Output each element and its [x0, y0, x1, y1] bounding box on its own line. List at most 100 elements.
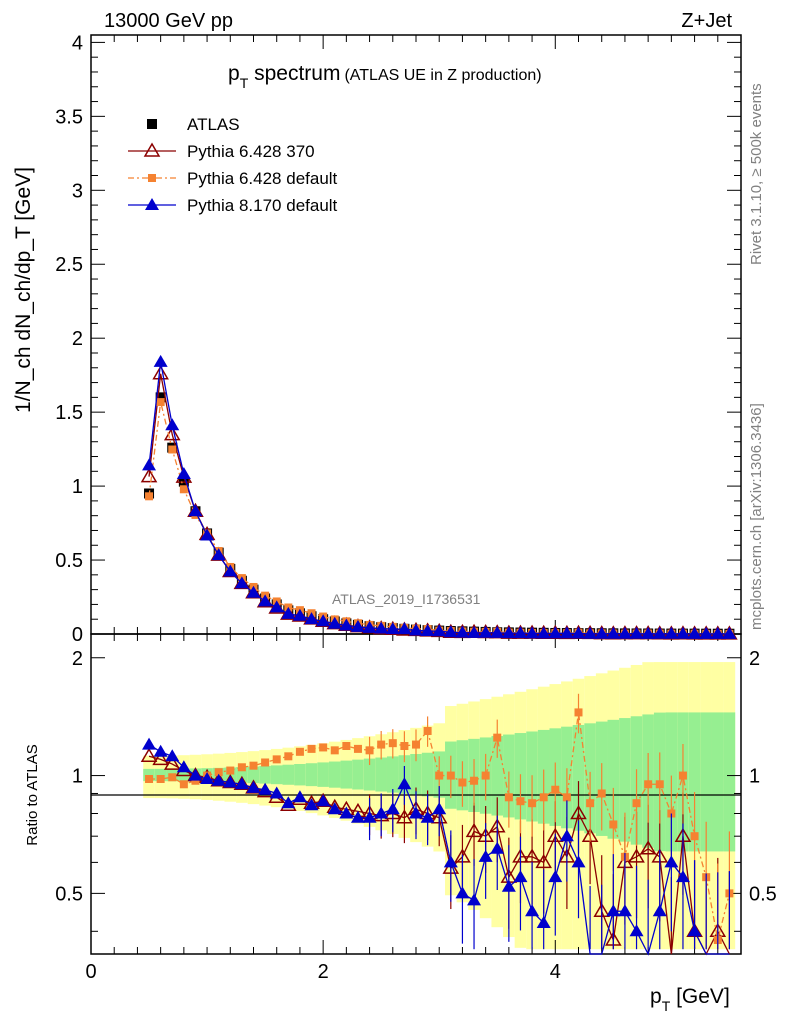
- ratio-point: [152, 750, 169, 766]
- ratio-point: [307, 744, 316, 753]
- main-ytick-label: 2: [72, 328, 83, 350]
- main-ytick-label: 4: [72, 32, 83, 54]
- main-point: [443, 625, 458, 638]
- band-inner: [410, 754, 422, 796]
- band-inner: [317, 762, 329, 787]
- ratio-point: [446, 771, 455, 780]
- ratio-point: [281, 796, 296, 809]
- main-point: [664, 626, 679, 639]
- ratio-point: [632, 799, 641, 808]
- ratio-point: [644, 780, 653, 789]
- ratio-ytick-label-left: 0.5: [55, 883, 83, 905]
- main-point: [699, 626, 714, 639]
- ratio-point: [304, 798, 319, 811]
- ratio-point: [629, 924, 644, 937]
- band-inner: [386, 756, 399, 793]
- main-point: [168, 445, 177, 454]
- ratio-point: [342, 742, 351, 750]
- ratio-point: [539, 793, 548, 802]
- main-point: [548, 626, 563, 639]
- x-axis-label: pT [GeV]: [650, 985, 730, 1014]
- main-point: [258, 594, 273, 607]
- ratio-point: [432, 802, 447, 815]
- ratio-point: [571, 855, 586, 868]
- header-process: Z+Jet: [681, 10, 732, 32]
- ratio-ytick-label-right: 1: [749, 766, 760, 788]
- main-ytick-label: 1: [72, 476, 83, 498]
- ratio-point: [690, 832, 699, 841]
- main-ytick-label: 3.5: [55, 106, 83, 128]
- main-point: [559, 626, 574, 639]
- ratio-ytick-label-left: 2: [72, 648, 83, 670]
- ratio-point: [350, 810, 365, 823]
- ratio-point: [353, 744, 362, 753]
- legend-marker: [148, 174, 156, 182]
- main-point: [525, 626, 540, 639]
- ratio-ylabel: Ratio to ATLAS: [24, 744, 41, 845]
- ratio-point: [176, 760, 191, 773]
- main-point: [385, 622, 400, 635]
- xtick-label: 0: [85, 961, 96, 983]
- ratio-point: [237, 763, 246, 772]
- main-point: [281, 606, 296, 619]
- main-point: [617, 626, 632, 639]
- main-point: [140, 468, 158, 483]
- main-point: [200, 528, 215, 541]
- ratio-point: [249, 761, 258, 770]
- ratio-point: [478, 849, 493, 862]
- ratio-point: [664, 855, 679, 868]
- ratio-point: [551, 785, 560, 794]
- main-point: [490, 625, 505, 638]
- main-point: [156, 398, 165, 407]
- band-inner: [154, 768, 167, 782]
- ratio-point: [470, 776, 479, 785]
- ratio-point: [652, 904, 667, 917]
- band-inner: [328, 761, 341, 788]
- ratio-point: [536, 916, 551, 929]
- ratio-point: [570, 805, 587, 820]
- ratio-point: [156, 774, 165, 783]
- main-point: [145, 492, 154, 501]
- band-inner: [607, 719, 620, 839]
- ratio-point: [675, 870, 690, 883]
- ratio-ytick-label-left: 1: [72, 766, 83, 788]
- band-inner: [236, 767, 248, 783]
- ratio-point: [223, 775, 238, 788]
- main-point: [722, 626, 737, 639]
- ratio-point: [396, 809, 413, 824]
- ratio-point: [397, 777, 412, 790]
- main-ytick-label: 1.5: [55, 402, 83, 424]
- ratio-point: [362, 810, 377, 823]
- main-point: [478, 625, 493, 638]
- ratio-point: [528, 799, 537, 808]
- main-point: [153, 354, 168, 367]
- ratio-point: [168, 773, 177, 782]
- ratio-point: [292, 790, 307, 803]
- ratio-point: [609, 820, 618, 829]
- analysis-label: ATLAS_2019_I1736531: [332, 591, 481, 607]
- main-point: [409, 623, 423, 636]
- band-inner: [375, 757, 387, 792]
- main-point: [687, 626, 702, 639]
- ratio-point: [269, 786, 284, 799]
- main-point: [176, 467, 191, 480]
- ratio-point: [606, 904, 621, 917]
- band-inner: [688, 712, 701, 852]
- ratio-point: [490, 841, 505, 854]
- main-point: [179, 485, 188, 494]
- title-sub: T: [240, 75, 249, 91]
- ratio-point: [261, 758, 270, 767]
- title-p: p: [228, 62, 240, 85]
- ratio-point: [639, 840, 657, 855]
- ratio-point: [562, 793, 571, 802]
- ratio-point: [214, 768, 223, 777]
- xtick-label: 4: [550, 961, 561, 983]
- ratio-point: [678, 771, 687, 780]
- band-inner: [340, 760, 353, 789]
- ratio-point: [339, 806, 354, 819]
- band-inner: [711, 712, 724, 852]
- ratio-point: [226, 766, 235, 775]
- main-point: [432, 624, 447, 637]
- ratio-point: [435, 771, 444, 780]
